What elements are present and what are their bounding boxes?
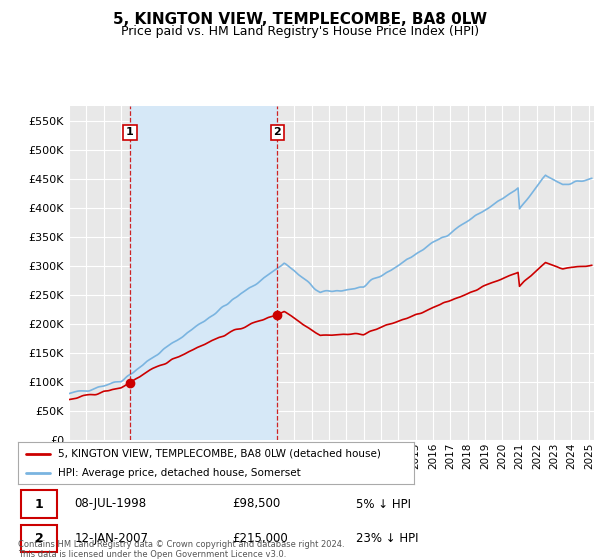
Text: £215,000: £215,000 bbox=[232, 532, 288, 545]
Text: HPI: Average price, detached house, Somerset: HPI: Average price, detached house, Some… bbox=[58, 468, 301, 478]
Bar bbox=[130, 106, 277, 440]
FancyBboxPatch shape bbox=[21, 525, 58, 552]
Text: 5, KINGTON VIEW, TEMPLECOMBE, BA8 0LW: 5, KINGTON VIEW, TEMPLECOMBE, BA8 0LW bbox=[113, 12, 487, 27]
Text: 1: 1 bbox=[126, 128, 134, 137]
Text: 23% ↓ HPI: 23% ↓ HPI bbox=[356, 532, 419, 545]
Text: 2: 2 bbox=[274, 128, 281, 137]
Text: 2: 2 bbox=[35, 532, 44, 545]
Text: 1: 1 bbox=[35, 497, 44, 511]
Text: £98,500: £98,500 bbox=[232, 497, 281, 511]
FancyBboxPatch shape bbox=[21, 491, 58, 517]
Text: Contains HM Land Registry data © Crown copyright and database right 2024.
This d: Contains HM Land Registry data © Crown c… bbox=[18, 540, 344, 559]
Text: 08-JUL-1998: 08-JUL-1998 bbox=[74, 497, 146, 511]
Text: 12-JAN-2007: 12-JAN-2007 bbox=[74, 532, 148, 545]
Text: Price paid vs. HM Land Registry's House Price Index (HPI): Price paid vs. HM Land Registry's House … bbox=[121, 25, 479, 38]
Text: 5, KINGTON VIEW, TEMPLECOMBE, BA8 0LW (detached house): 5, KINGTON VIEW, TEMPLECOMBE, BA8 0LW (d… bbox=[58, 449, 380, 459]
Text: 5% ↓ HPI: 5% ↓ HPI bbox=[356, 497, 412, 511]
